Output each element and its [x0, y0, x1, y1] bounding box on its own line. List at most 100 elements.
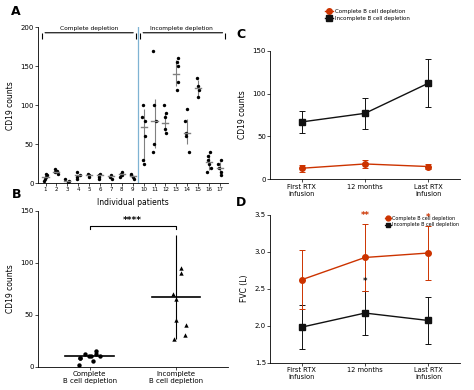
Text: Complete depletion: Complete depletion — [60, 26, 118, 31]
Point — [170, 335, 177, 342]
Point — [41, 176, 49, 183]
Point — [204, 157, 212, 163]
Point — [76, 172, 83, 179]
Text: A: A — [11, 5, 21, 18]
Point — [64, 179, 72, 185]
Point — [173, 317, 180, 323]
Point — [44, 172, 51, 179]
Point — [196, 87, 203, 93]
Point — [108, 176, 116, 182]
Point — [62, 176, 69, 183]
Point — [76, 355, 84, 362]
Text: D: D — [236, 196, 246, 209]
Point — [181, 332, 189, 339]
Text: **: ** — [361, 211, 369, 220]
Point — [142, 118, 149, 124]
Point — [178, 265, 185, 271]
Point — [150, 102, 157, 108]
Point — [207, 165, 215, 171]
Legend: Complete B cell depletion, Incomplete B cell depletion: Complete B cell depletion, Incomplete B … — [383, 214, 461, 229]
Point — [170, 291, 177, 297]
Point — [139, 102, 146, 108]
Point — [40, 178, 48, 184]
Point — [141, 161, 148, 167]
Point — [73, 174, 81, 180]
Point — [129, 174, 137, 180]
Text: C: C — [236, 28, 245, 41]
Point — [162, 129, 170, 136]
Point — [203, 168, 211, 175]
Point — [206, 149, 214, 155]
Point — [118, 172, 126, 179]
Point — [51, 166, 58, 172]
Text: B: B — [11, 188, 21, 201]
Point — [182, 322, 190, 328]
Point — [217, 157, 225, 163]
Point — [194, 83, 201, 89]
Point — [182, 129, 190, 136]
Point — [76, 362, 83, 368]
Y-axis label: CD19 counts: CD19 counts — [238, 90, 247, 139]
Point — [174, 63, 182, 69]
Point — [173, 87, 181, 93]
X-axis label: Individual patients: Individual patients — [97, 198, 169, 207]
Point — [172, 296, 180, 302]
Point — [42, 171, 50, 177]
Point — [86, 353, 93, 359]
Point — [76, 355, 84, 362]
Point — [193, 75, 201, 81]
Legend: Complete B cell depletion, Incomplete B cell depletion: Complete B cell depletion, Incomplete B … — [322, 7, 412, 23]
Point — [96, 353, 104, 359]
Point — [73, 176, 81, 182]
Point — [161, 126, 168, 132]
Text: ****: **** — [123, 216, 142, 225]
Point — [117, 171, 125, 177]
Text: *: * — [363, 277, 367, 286]
Point — [116, 174, 124, 180]
Point — [194, 94, 201, 101]
Point — [182, 133, 190, 140]
Point — [217, 168, 225, 175]
Point — [92, 348, 100, 354]
Point — [152, 118, 160, 124]
Point — [92, 351, 100, 357]
Point — [151, 141, 158, 147]
Point — [73, 168, 81, 175]
Point — [141, 133, 149, 140]
Point — [97, 171, 104, 177]
Y-axis label: CD19 counts: CD19 counts — [6, 264, 15, 313]
Point — [218, 172, 225, 179]
Y-axis label: FVC (L): FVC (L) — [240, 275, 249, 302]
Point — [51, 168, 59, 175]
Point — [53, 168, 61, 174]
Point — [149, 149, 156, 155]
Point — [149, 48, 157, 54]
Point — [128, 172, 135, 179]
Point — [139, 157, 147, 163]
Point — [138, 114, 146, 120]
Point — [182, 118, 189, 124]
Point — [174, 55, 182, 62]
Point — [205, 161, 213, 167]
Point — [107, 172, 115, 179]
Point — [162, 110, 169, 116]
Point — [107, 174, 114, 180]
Point — [90, 358, 97, 365]
Point — [185, 149, 192, 155]
Point — [95, 174, 102, 180]
Point — [182, 106, 190, 112]
Point — [54, 171, 62, 177]
Point — [162, 114, 169, 120]
Text: Incomplete depletion: Incomplete depletion — [150, 26, 213, 31]
Point — [84, 171, 92, 177]
Point — [214, 161, 222, 167]
Point — [95, 176, 103, 183]
Point — [204, 153, 211, 159]
Point — [160, 102, 168, 108]
Point — [85, 172, 93, 179]
Point — [131, 176, 138, 183]
Point — [177, 270, 185, 276]
Point — [95, 172, 103, 179]
Point — [118, 168, 126, 175]
Point — [87, 353, 95, 359]
